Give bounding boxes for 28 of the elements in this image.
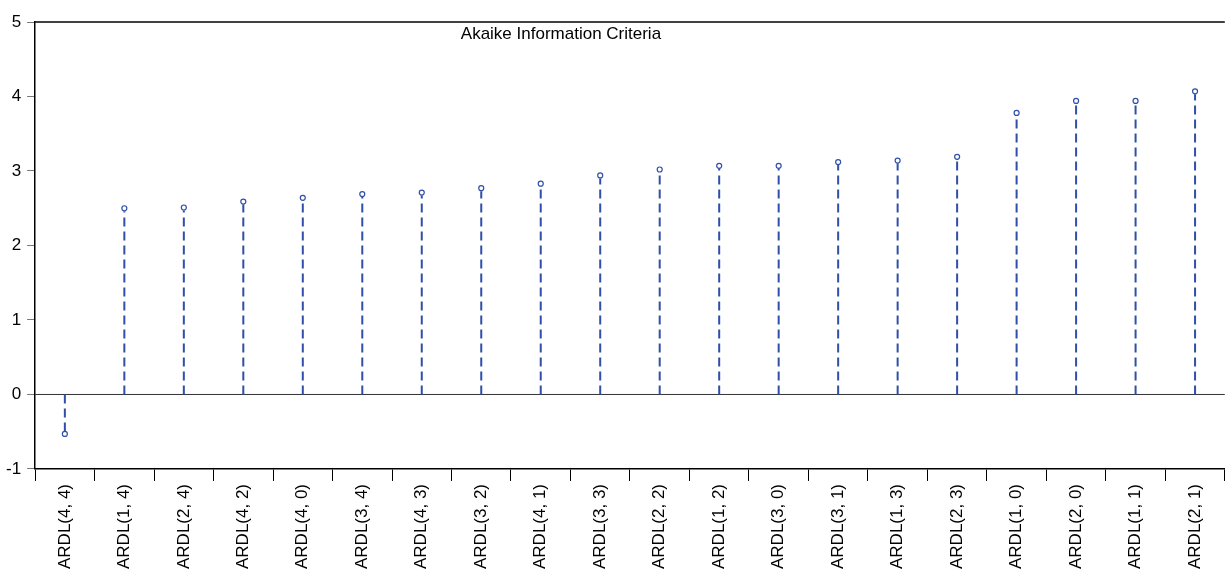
y-tick-label: 2	[11, 235, 22, 255]
x-tick-label: ARDL(1, 2)	[708, 483, 728, 570]
chart-title: Akaike Information Criteria	[460, 24, 662, 44]
x-tick-label: ARDL(4, 0)	[292, 483, 312, 570]
y-tick-label: 3	[11, 160, 22, 180]
x-tick-label: ARDL(3, 2)	[470, 483, 490, 570]
x-tick-label: ARDL(2, 4)	[173, 483, 193, 570]
x-tick-label: ARDL(1, 3)	[887, 483, 907, 570]
x-tick-label: ARDL(1, 1)	[1125, 483, 1145, 570]
x-tick-label: ARDL(3, 4)	[351, 483, 371, 570]
x-tick-label: ARDL(1, 0)	[1006, 483, 1026, 570]
y-tick-label: -1	[5, 458, 22, 478]
x-tick-label: ARDL(2, 0)	[1065, 483, 1085, 570]
x-tick-label: ARDL(3, 3)	[589, 483, 609, 570]
y-tick-label: 1	[11, 309, 22, 329]
x-tick-label: ARDL(2, 2)	[649, 483, 669, 570]
x-tick-label: ARDL(4, 4)	[54, 483, 74, 570]
x-tick-label: ARDL(3, 0)	[768, 483, 788, 570]
y-tick-label: 5	[11, 11, 22, 31]
x-tick-label: ARDL(3, 1)	[827, 483, 847, 570]
x-tick-label: ARDL(2, 1)	[1184, 483, 1204, 570]
x-tick-label: ARDL(2, 3)	[946, 483, 966, 570]
x-tick-label: ARDL(4, 3)	[411, 483, 431, 570]
x-tick-label: ARDL(4, 2)	[233, 483, 252, 570]
x-tick-label: ARDL(4, 1)	[530, 483, 550, 570]
x-tick-label: ARDL(1, 4)	[114, 483, 134, 570]
y-tick-label: 4	[11, 86, 22, 106]
y-tick-label: 0	[11, 384, 22, 404]
